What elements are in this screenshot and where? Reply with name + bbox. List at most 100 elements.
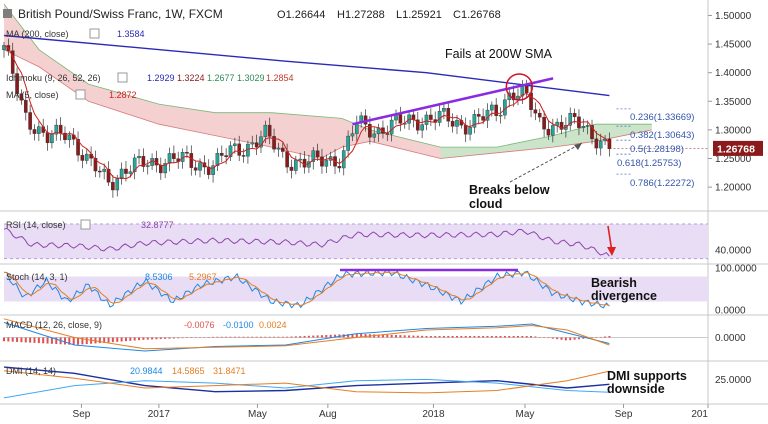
- macd-histogram-bar: [416, 335, 419, 338]
- candle-body: [398, 114, 403, 124]
- ichimoku-cloud-bullish: [440, 124, 652, 159]
- candle-body: [389, 119, 394, 135]
- resistance-trendline: [352, 77, 554, 126]
- symbol-icon[interactable]: [3, 9, 12, 18]
- fib-label-0236: 0.236(1.33669): [630, 112, 694, 123]
- candle-body: [298, 158, 302, 161]
- legend-ma5-label[interactable]: MA (5, close): [6, 90, 59, 100]
- annotations: Fails at 200W SMA Breaks below cloud Bea…: [445, 47, 687, 396]
- macd-histogram-bar: [499, 336, 502, 338]
- annotation-dmi-line2: downside: [607, 382, 665, 396]
- candle-body: [350, 133, 355, 137]
- candle-body: [241, 155, 246, 157]
- x-tick-label: Aug: [319, 409, 337, 420]
- y-tick-label: 1.25000: [715, 154, 752, 165]
- candle-body: [37, 126, 41, 134]
- candle-body: [185, 152, 189, 154]
- macd-histogram-bar: [434, 336, 437, 338]
- macd-histogram-bar: [16, 337, 19, 342]
- eye-icon[interactable]: [117, 72, 128, 83]
- macd-histogram-bar: [185, 337, 188, 338]
- legend-ma200-label[interactable]: MA (200, close): [6, 29, 69, 39]
- macd-histogram-bar: [68, 337, 71, 345]
- candle-body: [294, 159, 298, 171]
- macd-histogram-bar: [486, 336, 489, 338]
- annotation-fails: Fails at 200W SMA: [445, 47, 553, 61]
- macd-histogram-bar: [129, 337, 132, 341]
- macd-histogram-bar: [238, 336, 241, 338]
- macd-histogram-bar: [556, 337, 559, 340]
- legend-ichimoku-label[interactable]: Ichimoku (9, 26, 52, 26): [6, 73, 101, 83]
- candle-body: [546, 128, 551, 136]
- candle-body: [481, 116, 485, 121]
- stoch-d-line: [3, 271, 610, 307]
- macd-histogram-bar: [312, 335, 315, 338]
- legend-ichimoku-chikou: 1.2677: [207, 73, 235, 83]
- candle-body: [450, 120, 455, 127]
- macd-histogram-bar: [360, 333, 363, 338]
- macd-histogram-bar: [142, 337, 145, 340]
- macd-histogram-bar: [294, 336, 297, 338]
- eye-icon[interactable]: [75, 89, 86, 100]
- candle-body: [115, 178, 120, 191]
- macd-histogram-bar: [181, 337, 184, 339]
- candle-body: [607, 138, 612, 149]
- legend-macd-hist: -0.0076: [184, 320, 215, 330]
- candle-body: [67, 134, 72, 141]
- candle-body: [276, 147, 281, 150]
- macd-histogram-bar: [124, 337, 127, 342]
- legend-rsi-label[interactable]: RSI (14, close): [6, 220, 66, 230]
- macd-histogram-bar: [473, 336, 476, 338]
- candle-body: [102, 168, 106, 172]
- macd-histogram-bar: [307, 335, 310, 338]
- y-tick-label: 1.40000: [715, 68, 752, 79]
- candle-body: [581, 126, 586, 128]
- macd-histogram-bar: [246, 336, 249, 338]
- candle-body: [315, 150, 320, 158]
- candle-body: [76, 139, 80, 156]
- stoch-band: [4, 276, 708, 302]
- macd-histogram-bar: [225, 336, 228, 338]
- macd-histogram-bar: [516, 336, 519, 338]
- candle-body: [503, 99, 507, 116]
- x-tick-label: 2018: [422, 409, 445, 420]
- macd-histogram-bar: [403, 335, 406, 338]
- macd-histogram-bar: [503, 336, 506, 338]
- macd-histogram-bar: [464, 336, 467, 338]
- breaks-arrow-head: [574, 143, 582, 150]
- macd-histogram-bar: [98, 337, 101, 344]
- macd-histogram-bar: [530, 336, 533, 338]
- macd-histogram-bar: [547, 337, 550, 339]
- annotation-breaks-line2: cloud: [469, 197, 502, 211]
- candle-body: [163, 163, 167, 174]
- macd-histogram-bar: [560, 337, 563, 340]
- current-price-tag: 1.26768: [713, 140, 763, 156]
- legend-dmi-label[interactable]: DMI (14, 14): [6, 366, 56, 376]
- macd-histogram-bar: [290, 336, 293, 338]
- macd-histogram-bar: [351, 333, 354, 338]
- macd-histogram-bar: [72, 337, 75, 345]
- chart-marks: [2, 3, 708, 399]
- macd-histogram-bar: [233, 336, 236, 338]
- candle-body: [45, 132, 50, 144]
- legend-macd-label[interactable]: MACD (12, 26, close, 9): [6, 320, 102, 330]
- candle-body: [58, 124, 63, 134]
- fib-label-0618: 0.618(1.25753): [617, 158, 681, 169]
- header: British Pound/Swiss Franc, 1W, FXCM O1.2…: [3, 7, 501, 21]
- macd-histogram-bar: [425, 336, 428, 338]
- candle-body: [320, 156, 324, 167]
- candle-body: [128, 171, 133, 174]
- eye-icon[interactable]: [89, 28, 100, 39]
- macd-histogram-bar: [421, 335, 424, 338]
- ichimoku-cloud: [4, 4, 652, 159]
- candle-body: [472, 114, 477, 128]
- eye-icon[interactable]: [80, 219, 91, 230]
- y-tick-label: 0.0000: [715, 333, 746, 344]
- macd-histogram-bar: [46, 337, 49, 344]
- legend-ichimoku-span-b: 1.2854: [266, 73, 294, 83]
- legend-stoch-label[interactable]: Stoch (14, 3, 1): [6, 272, 68, 282]
- candle-body: [415, 119, 420, 131]
- candle-body: [368, 124, 372, 138]
